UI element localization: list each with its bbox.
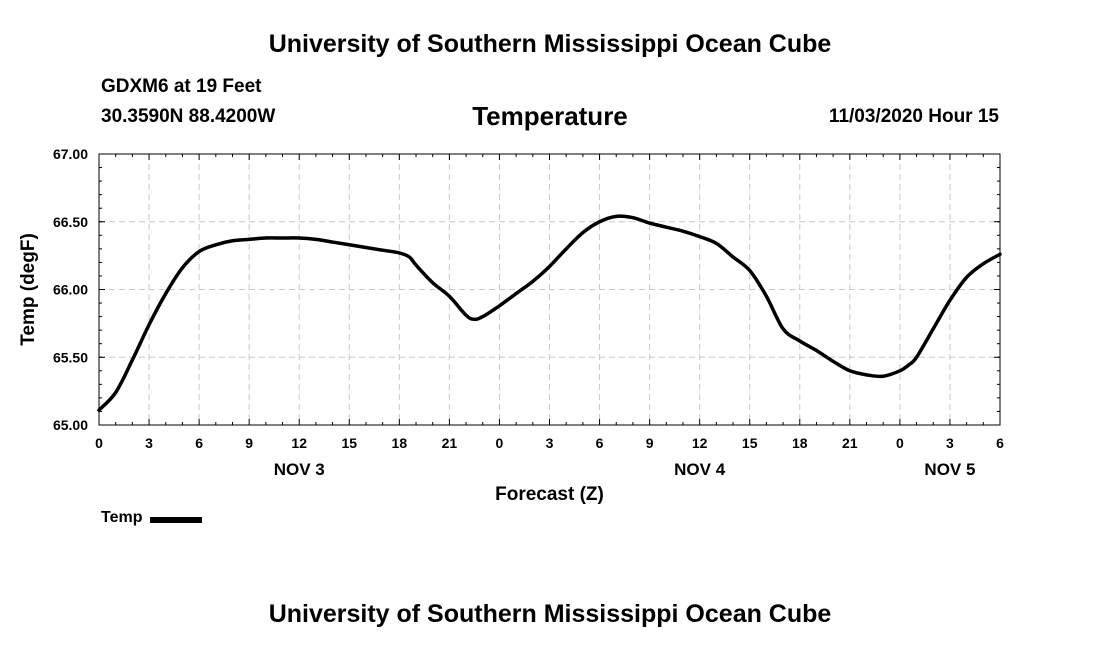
- x-tick-label: 0: [95, 435, 103, 451]
- x-tick-label: 9: [245, 435, 253, 451]
- x-tick-label: 3: [546, 435, 554, 451]
- x-tick-label: 18: [392, 435, 408, 451]
- y-tick-label: 66.50: [53, 214, 88, 230]
- legend-label: Temp: [101, 509, 143, 526]
- y-axis-label: Temp (degF): [18, 233, 39, 346]
- station-coordinates: 30.3590N 88.4200W: [101, 106, 276, 127]
- chart-main-title: University of Southern Mississippi Ocean…: [268, 30, 832, 58]
- forecast-datetime: 11/03/2020 Hour 15: [828, 106, 999, 127]
- y-tick-label: 65.50: [53, 349, 88, 365]
- legend-line-swatch: [150, 516, 203, 523]
- day-label: NOV 5: [924, 460, 975, 479]
- x-tick-label: 15: [341, 435, 357, 451]
- x-tick-label: 9: [646, 435, 654, 451]
- x-tick-label: 3: [946, 435, 954, 451]
- x-tick-label: 15: [742, 435, 758, 451]
- x-tick-label: 12: [291, 435, 307, 451]
- x-tick-label: 21: [442, 435, 458, 451]
- chart-legend: Temp: [101, 509, 203, 527]
- x-tick-label: 12: [692, 435, 708, 451]
- plot-frame: [98, 153, 1001, 426]
- x-tick-label: 0: [896, 435, 904, 451]
- x-tick-label: 6: [996, 435, 1004, 451]
- x-axis-label: Forecast (Z): [495, 484, 604, 505]
- y-tick-label: 65.00: [53, 417, 88, 433]
- day-label: NOV 4: [674, 460, 726, 479]
- x-tick-label: 18: [792, 435, 808, 451]
- x-tick-label: 3: [145, 435, 153, 451]
- y-tick-label: 67.00: [53, 146, 88, 162]
- x-tick-label: 21: [842, 435, 858, 451]
- station-label: GDXM6 at 19 Feet: [101, 76, 262, 97]
- x-tick-label: 6: [596, 435, 604, 451]
- x-tick-label: 6: [195, 435, 203, 451]
- series-line-temp: [97, 214, 1002, 412]
- y-tick-label: 66.00: [53, 282, 88, 298]
- footer-title: University of Southern Mississippi Ocean…: [268, 600, 832, 628]
- variable-title: Temperature: [472, 101, 628, 131]
- day-label: NOV 3: [274, 460, 325, 479]
- x-tick-label: 0: [496, 435, 504, 451]
